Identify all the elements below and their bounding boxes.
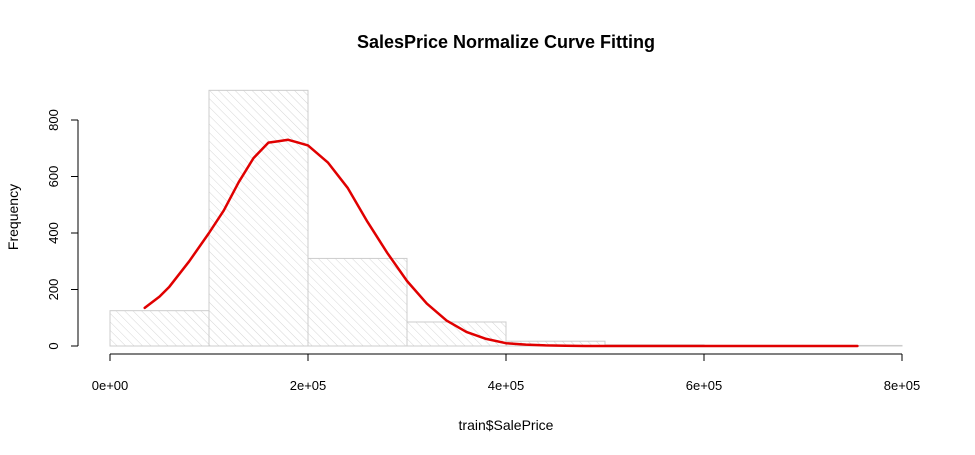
y-axis: 0 200 400 600 800 (46, 109, 79, 350)
x-tick-label: 2e+05 (290, 378, 327, 393)
y-tick-label: 800 (46, 109, 61, 131)
chart-title: SalesPrice Normalize Curve Fitting (357, 32, 655, 52)
fitted-curve-group (143, 138, 859, 348)
x-tick-label: 0e+00 (92, 378, 129, 393)
histogram-bars (109, 89, 903, 347)
histogram-bar-1 (109, 310, 210, 347)
x-axis-label: train$SalePrice (459, 417, 554, 433)
x-tick-label: 4e+05 (488, 378, 525, 393)
y-tick-label: 200 (46, 279, 61, 301)
y-axis-label: Frequency (5, 184, 21, 250)
y-tick-label: 600 (46, 166, 61, 188)
histogram-bar-3 (307, 257, 408, 347)
y-tick-label: 400 (46, 222, 61, 244)
fitted-curve-line (143, 138, 859, 348)
y-tick-label: 0 (46, 342, 61, 349)
x-tick-label: 8e+05 (884, 378, 921, 393)
x-axis: 0e+00 2e+05 4e+05 6e+05 8e+05 (92, 353, 921, 393)
histogram-bar-2 (208, 89, 309, 347)
x-tick-label: 6e+05 (686, 378, 723, 393)
